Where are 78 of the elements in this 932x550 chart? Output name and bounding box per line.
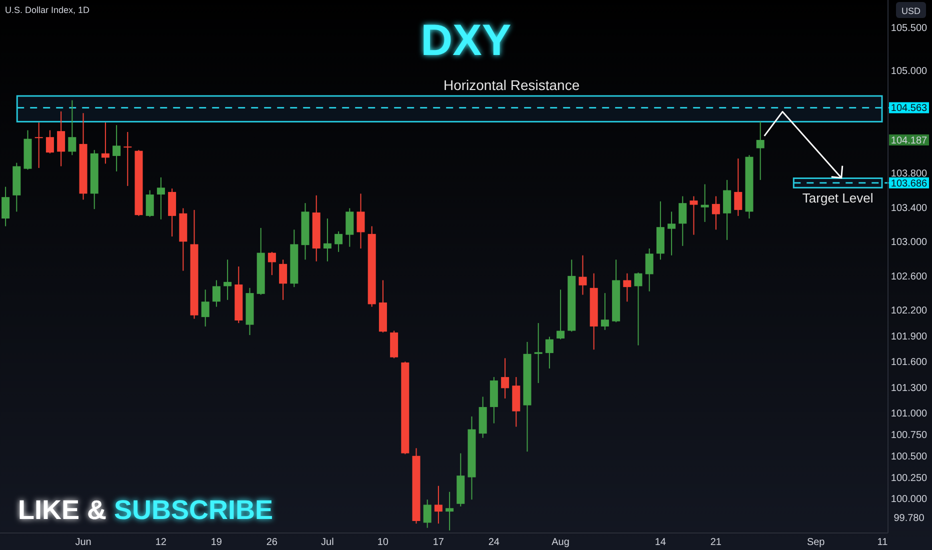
candlestick (156, 176, 165, 220)
candlestick (434, 485, 442, 524)
candlestick (334, 230, 343, 252)
x-tick-label: 26 (266, 537, 278, 548)
y-tick-label: 102.600 (890, 271, 928, 282)
candlestick (756, 121, 764, 180)
candlestick (268, 251, 276, 276)
candlestick (346, 208, 354, 248)
candlestick (634, 272, 642, 346)
x-tick-label: 12 (155, 537, 167, 548)
candlestick (34, 122, 43, 168)
y-tick-label: 105.000 (890, 66, 928, 77)
candlestick (578, 254, 587, 296)
y-tick-label: 103.686 (890, 178, 928, 190)
candlestick (423, 499, 432, 528)
x-tick-label: Aug (552, 537, 570, 548)
candlestick (112, 124, 121, 172)
candlestick (146, 190, 154, 218)
x-tick-label: 17 (432, 537, 444, 548)
annotation: LIKE & SUBSCRIBE (18, 495, 274, 525)
candlestick (68, 100, 76, 156)
candlestick (101, 122, 110, 164)
y-tick-label: 103.400 (890, 202, 928, 214)
x-tick-label: 14 (654, 537, 666, 548)
candlestick (212, 280, 220, 308)
y-tick-label: 100.000 (890, 494, 928, 506)
candlestick (678, 196, 687, 246)
y-axis-title: USD (901, 6, 921, 16)
candlestick (279, 259, 288, 300)
y-tick-label: 101.300 (890, 382, 928, 394)
y-tick-label: 99.780 (894, 513, 925, 524)
candlestick (46, 130, 54, 154)
candlestick (545, 336, 554, 369)
candlestick (734, 158, 742, 216)
x-tick-label: Jul (321, 537, 334, 548)
y-tick-label: 103.800 (890, 168, 928, 180)
chart-title: DXY (420, 16, 512, 65)
ref-line-label: Target Level (802, 190, 874, 206)
x-tick-label: 10 (377, 537, 389, 548)
candlestick (501, 358, 510, 399)
y-tick-label: 100.250 (890, 472, 928, 484)
ref-line-label: Horizontal Resistance (443, 76, 580, 93)
candlestick (700, 184, 709, 222)
x-tick-label: Jun (75, 537, 92, 548)
y-tick-label: 101.000 (890, 408, 928, 420)
x-tick-label: 11 (877, 537, 888, 548)
candlestick (124, 131, 132, 186)
candlestick (356, 193, 365, 250)
y-tick-label: 105.500 (890, 22, 928, 34)
y-tick-label: 104.187 (890, 135, 928, 146)
y-tick-label: 101.600 (890, 357, 928, 368)
candlestick (201, 289, 210, 327)
candlestick (600, 292, 609, 330)
y-tick-label: 101.900 (890, 331, 928, 342)
candlestick (446, 491, 454, 531)
y-tick-label: 104.563 (890, 103, 928, 114)
candlestick (2, 186, 10, 227)
x-tick-label: 24 (488, 537, 500, 548)
candlestick (712, 196, 720, 230)
x-tick-label: Sep (806, 537, 826, 548)
y-tick-label: 103.000 (890, 237, 928, 248)
candlestick (690, 196, 698, 236)
candlestick (623, 272, 632, 302)
x-tick-label: 21 (710, 537, 722, 548)
candlestick (645, 248, 654, 292)
y-tick-label: 100.750 (890, 430, 928, 441)
candlestick (323, 218, 332, 262)
candlestick (668, 211, 676, 256)
y-tick-label: 100.500 (890, 451, 928, 462)
candlestick (168, 188, 176, 238)
x-tick-label: 19 (210, 537, 222, 548)
y-tick-label: 102.200 (890, 306, 928, 317)
text: U.S. Dollar Index, 1D (5, 5, 90, 15)
candlestick (57, 110, 66, 167)
candlestick (556, 289, 565, 340)
candlestick (723, 179, 732, 240)
candlestick (224, 259, 232, 300)
candlestick (534, 322, 542, 384)
